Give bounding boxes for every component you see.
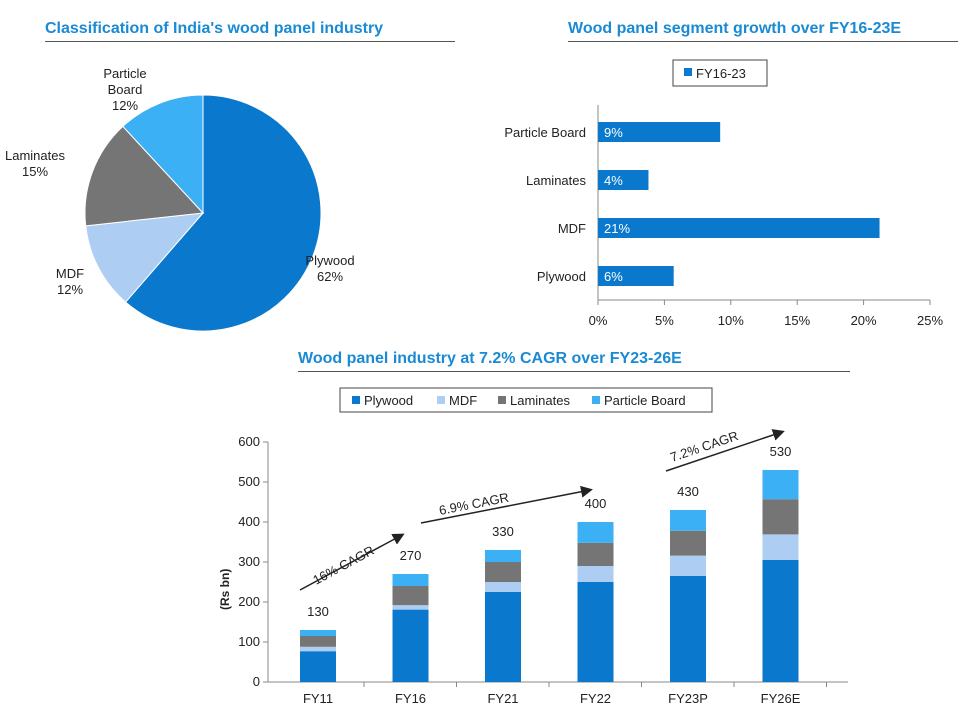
hbar-tick-label: 10% [718, 313, 744, 328]
stacked-bar-plywood [762, 560, 799, 682]
hbar-category-label: MDF [558, 221, 586, 236]
stacked-ytick-label: 600 [238, 434, 260, 449]
stacked-bar-plywood [670, 576, 706, 682]
stacked-category-label: FY23P [668, 691, 708, 706]
stacked-total-label: 130 [307, 604, 329, 619]
pie-pct: 62% [317, 269, 343, 284]
stacked-bar-laminates [577, 542, 614, 566]
cagr-arrow [299, 533, 405, 591]
stacked-bar-mdf [670, 555, 706, 576]
stacked-legend-swatch [498, 396, 506, 404]
stacked-legend-label: Particle Board [604, 393, 686, 408]
stacked-bar-mdf [300, 646, 336, 652]
pie-pct: 12% [57, 282, 83, 297]
stacked-ytick-label: 100 [238, 634, 260, 649]
stacked-category-label: FY16 [395, 691, 426, 706]
hbar-bar [598, 266, 674, 286]
stacked-ytick-label: 200 [238, 594, 260, 609]
stacked-legend [339, 387, 713, 413]
hbar-legend-swatch [684, 68, 692, 76]
stacked-total-label: 430 [677, 484, 699, 499]
hbar-data-label: 4% [604, 173, 623, 188]
hbar-bar [598, 218, 880, 238]
hbar-tick-label: 0% [589, 313, 608, 328]
stacked-bar-particle-board [485, 550, 521, 562]
hbar-category-label: Plywood [537, 269, 586, 284]
hbar-legend-label: FY16-23 [696, 66, 746, 81]
cagr-label: 16% CAGR [310, 543, 376, 588]
stacked-bar-particle-board [392, 574, 429, 586]
stacked-bar-laminates [392, 586, 429, 606]
pie-slice-laminates [84, 125, 205, 227]
stacked-title: Wood panel industry at 7.2% CAGR over FY… [298, 350, 850, 372]
cagr-label: 6.9% CAGR [438, 490, 510, 518]
stacked-ylabel: (Rs bn) [218, 569, 232, 610]
stacked-bar-laminates [300, 636, 336, 647]
pie-label: MDF [56, 266, 84, 281]
stacked-legend-label: Plywood [364, 393, 413, 408]
stacked-category-label: FY11 [303, 691, 333, 706]
pie-label: Particle [103, 66, 146, 81]
hbar-title: Wood panel segment growth over FY16-23E [568, 20, 958, 42]
stacked-legend-swatch [437, 396, 445, 404]
hbar-category-label: Particle Board [504, 125, 586, 140]
stacked-bar-laminates [485, 562, 521, 582]
stacked-ytick-label: 500 [238, 474, 260, 489]
stacked-category-label: FY21 [487, 691, 518, 706]
stacked-category-label: FY26E [761, 691, 801, 706]
pie-label: Plywood [305, 253, 354, 268]
hbar-tick-label: 5% [655, 313, 674, 328]
stacked-legend-label: MDF [449, 393, 477, 408]
hbar-category-label: Laminates [526, 173, 586, 188]
pie-slice-plywood [124, 94, 322, 332]
pie-slice-mdf [85, 212, 205, 303]
stacked-ytick-label: 400 [238, 514, 260, 529]
pie-title: Classification of India's wood panel ind… [45, 20, 455, 42]
hbar-tick-label: 25% [917, 313, 943, 328]
stacked-bar-mdf [762, 534, 799, 560]
hbar-data-label: 9% [604, 125, 623, 140]
stacked-bar-particle-board [577, 522, 614, 543]
pie-pct: 15% [22, 164, 48, 179]
cagr-arrow [420, 485, 593, 524]
stacked-bar-particle-board [300, 630, 336, 636]
stacked-bar-plywood [577, 582, 614, 682]
cagr-label: 7.2% CAGR [668, 428, 740, 465]
stacked-ytick-label: 0 [253, 674, 260, 689]
stacked-bar-plywood [392, 609, 429, 682]
pie-slice-particle-board [122, 94, 204, 215]
stacked-bar-mdf [392, 605, 429, 610]
stacked-category-label: FY22 [580, 691, 611, 706]
stacked-bar-laminates [670, 530, 706, 556]
stacked-bar-mdf [577, 566, 614, 582]
stacked-total-label: 270 [400, 548, 422, 563]
stacked-legend-swatch [352, 396, 360, 404]
hbar-bar [598, 122, 721, 142]
stacked-legend-swatch [592, 396, 600, 404]
stacked-bar-laminates [762, 499, 799, 535]
pie-label: Laminates [5, 148, 65, 163]
hbar-data-label: 6% [604, 269, 623, 284]
stacked-bar-plywood [485, 592, 521, 682]
pie-label: Board [108, 82, 143, 97]
hbar-tick-label: 20% [851, 313, 877, 328]
stacked-bar-mdf [485, 582, 521, 592]
stacked-bar-plywood [300, 651, 336, 682]
hbar-tick-label: 15% [784, 313, 810, 328]
cagr-arrow [665, 429, 785, 472]
hbar-data-label: 21% [604, 221, 630, 236]
stacked-bar-particle-board [762, 470, 799, 500]
hbar-bar [598, 170, 649, 190]
stacked-bar-particle-board [670, 510, 706, 531]
stacked-total-label: 400 [585, 496, 607, 511]
pie-pct: 12% [112, 98, 138, 113]
stacked-total-label: 530 [770, 444, 792, 459]
stacked-legend-label: Laminates [510, 393, 570, 408]
stacked-ytick-label: 300 [238, 554, 260, 569]
stacked-total-label: 330 [492, 524, 514, 539]
